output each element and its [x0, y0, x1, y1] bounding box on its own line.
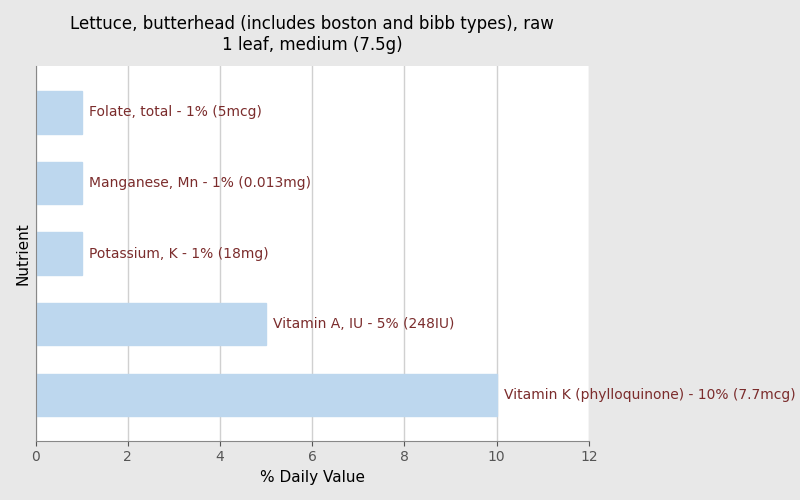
Title: Lettuce, butterhead (includes boston and bibb types), raw
1 leaf, medium (7.5g): Lettuce, butterhead (includes boston and… [70, 15, 554, 54]
Bar [35, 232, 82, 275]
Text: Vitamin K (phylloquinone) - 10% (7.7mcg): Vitamin K (phylloquinone) - 10% (7.7mcg) [504, 388, 795, 402]
X-axis label: % Daily Value: % Daily Value [260, 470, 365, 485]
Text: Potassium, K - 1% (18mg): Potassium, K - 1% (18mg) [89, 246, 268, 260]
Bar [35, 91, 82, 134]
Text: Manganese, Mn - 1% (0.013mg): Manganese, Mn - 1% (0.013mg) [89, 176, 310, 190]
Y-axis label: Nutrient: Nutrient [15, 222, 30, 285]
Text: Vitamin A, IU - 5% (248IU): Vitamin A, IU - 5% (248IU) [273, 317, 454, 331]
Text: Folate, total - 1% (5mcg): Folate, total - 1% (5mcg) [89, 106, 262, 120]
Bar [35, 162, 82, 204]
Bar [35, 303, 266, 346]
Bar [35, 374, 497, 416]
